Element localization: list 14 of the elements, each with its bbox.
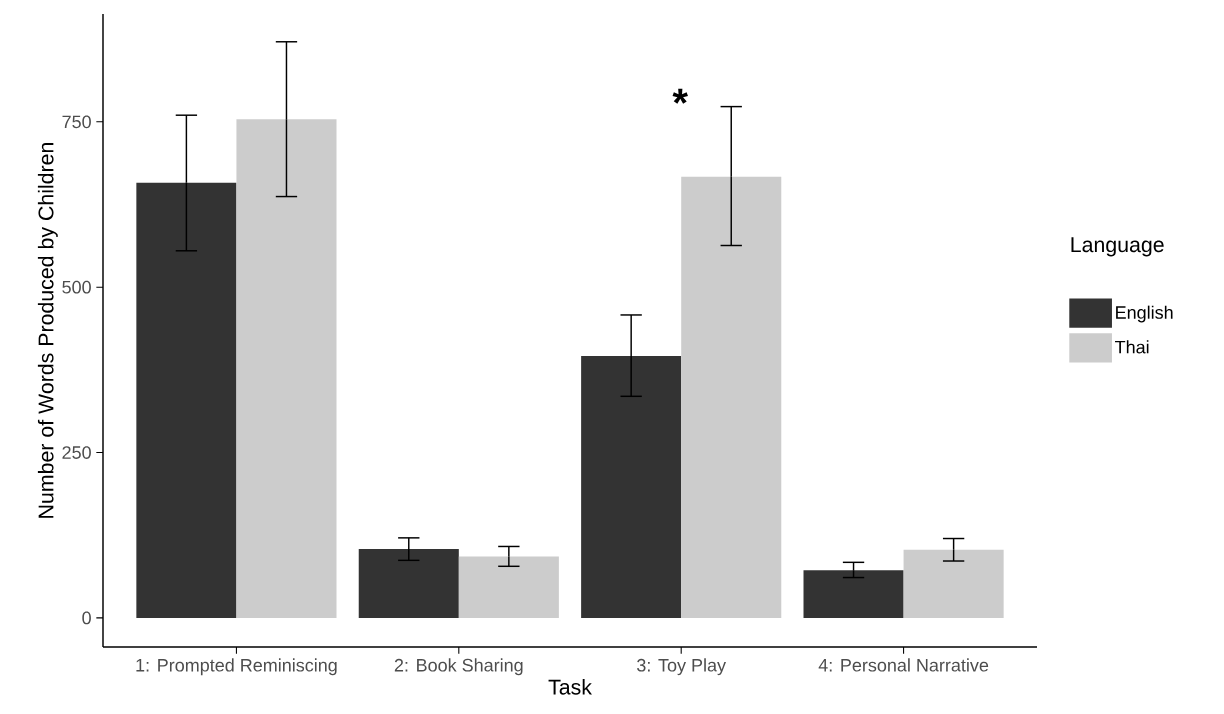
x-axis-title: Task — [548, 678, 592, 695]
y-tick-label: 500 — [62, 280, 91, 294]
y-axis-title: Number of Words Produced by Children — [37, 143, 58, 518]
x-tick-label: 3: Toy Play — [637, 658, 727, 676]
x-tick-label: 4: Personal Narrative — [818, 658, 989, 672]
y-tick-label: 0 — [82, 611, 91, 625]
annotation: * — [672, 88, 688, 104]
legend-title: Language — [1071, 237, 1164, 257]
x-tick-label: 1: Prompted Reminiscing — [136, 658, 337, 676]
y-tick-label: 750 — [62, 115, 91, 129]
x-tick-label: 2: Book Sharing — [394, 658, 523, 676]
legend-label: English — [1116, 305, 1173, 323]
y-tick-label: 250 — [62, 446, 91, 459]
legend-label: Thai — [1115, 340, 1149, 354]
